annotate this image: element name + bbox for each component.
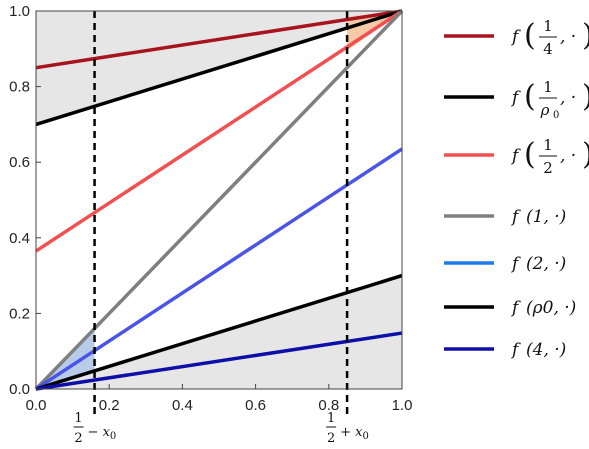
legend-frac-den: 2 (543, 159, 553, 177)
vline-label-num: 1 (74, 411, 82, 426)
legend-plain-arg: (ρ0, ·) (526, 298, 576, 318)
legend-rparen: ) (582, 137, 589, 172)
axes (35, 10, 403, 390)
legend-frac-num: 1 (543, 17, 553, 35)
x-tick-label: 0.4 (172, 397, 193, 414)
x-tick-label: 0.0 (26, 397, 47, 414)
legend-plain-arg: (2, ·) (526, 254, 566, 274)
legend-frac-num: 1 (543, 136, 553, 154)
x-tick-label: 0.6 (245, 397, 266, 414)
legend-entry-2: f(1 ρ0, ·) (444, 78, 589, 121)
y-tick-label: 0.8 (9, 79, 30, 96)
legend-func: f (510, 88, 521, 108)
y-tick-label: 0.0 (9, 381, 30, 398)
legend-plain-arg: (1, ·) (526, 207, 566, 227)
series-line-5 (35, 147, 403, 391)
series-line-7 (35, 331, 403, 391)
legend-func: f (510, 27, 521, 47)
y-tick-label: 0.6 (9, 154, 30, 171)
series-lines (34, 9, 404, 391)
x-tick-label: 1.0 (392, 397, 413, 414)
series-line-2 (35, 9, 403, 127)
vertical-dashed-lines: 1 2 − x0 1 2 + x0 (73, 11, 369, 446)
tick-labels: 0.0 0.2 0.4 0.6 0.8 1.0 0.0 0.2 0.4 0.6 0.8 1.0 (9, 3, 412, 414)
x-tick-label: 0.8 (318, 397, 339, 414)
legend-frac-num: 1 (543, 78, 553, 96)
y-tick-label: 1.0 (9, 3, 30, 20)
legend-func: f (510, 298, 521, 318)
legend-plain-arg: (4, ·) (526, 340, 566, 360)
legend-func: f (510, 207, 521, 227)
legend-entry-5: f (2, ·) (444, 254, 566, 274)
vline-label-den: 2 (74, 431, 82, 446)
legend-func: f (510, 340, 521, 360)
vline-label-rest: − x0 (88, 425, 117, 442)
vline-label-den: 2 (327, 431, 335, 446)
legend-tail: , · (560, 27, 576, 47)
legend-entry-6: f (ρ0, ·) (444, 298, 576, 318)
series-line-1 (35, 9, 403, 70)
legend-frac-den: 4 (543, 40, 553, 58)
legend-entry-4: f (1, ·) (444, 207, 566, 227)
legend-rparen: ) (582, 79, 589, 114)
vline-label-rest: + x0 (340, 425, 369, 442)
legend-func: f (510, 146, 521, 166)
legend-rparen: ) (582, 18, 589, 53)
legend-lparen: ( (524, 18, 536, 53)
legend-lparen: ( (524, 137, 536, 172)
legend-tail: , · (560, 88, 576, 108)
plot-frame (35, 10, 403, 390)
series-line-6 (35, 273, 403, 391)
x-tick-label: 0.2 (99, 397, 120, 414)
series-line-3 (35, 9, 403, 253)
legend-tail: , · (560, 146, 576, 166)
legend-frac-den-sub: 0 (553, 110, 559, 121)
y-tick-label: 0.4 (9, 230, 30, 247)
legend-entry-3: f(1 2 , ·) (444, 136, 589, 177)
legend-entry-7: f (4, ·) (444, 340, 566, 360)
legend-entry-1: f(1 4 , ·) (444, 17, 589, 58)
legend-lparen: ( (524, 79, 536, 114)
vline-label-num: 1 (327, 411, 335, 426)
series-line-4 (34, 9, 404, 391)
vline-label-2: 1 2 + x0 (326, 411, 369, 446)
y-tick-label: 0.2 (9, 305, 30, 322)
legend: f(14, ·)f(1ρ0, ·)f(12, ·)f(1, ·)f(2, ·)f… (444, 17, 589, 360)
legend-frac-den: ρ (540, 101, 550, 119)
vline-label-1: 1 2 − x0 (73, 411, 117, 446)
legend-func: f (510, 254, 521, 274)
